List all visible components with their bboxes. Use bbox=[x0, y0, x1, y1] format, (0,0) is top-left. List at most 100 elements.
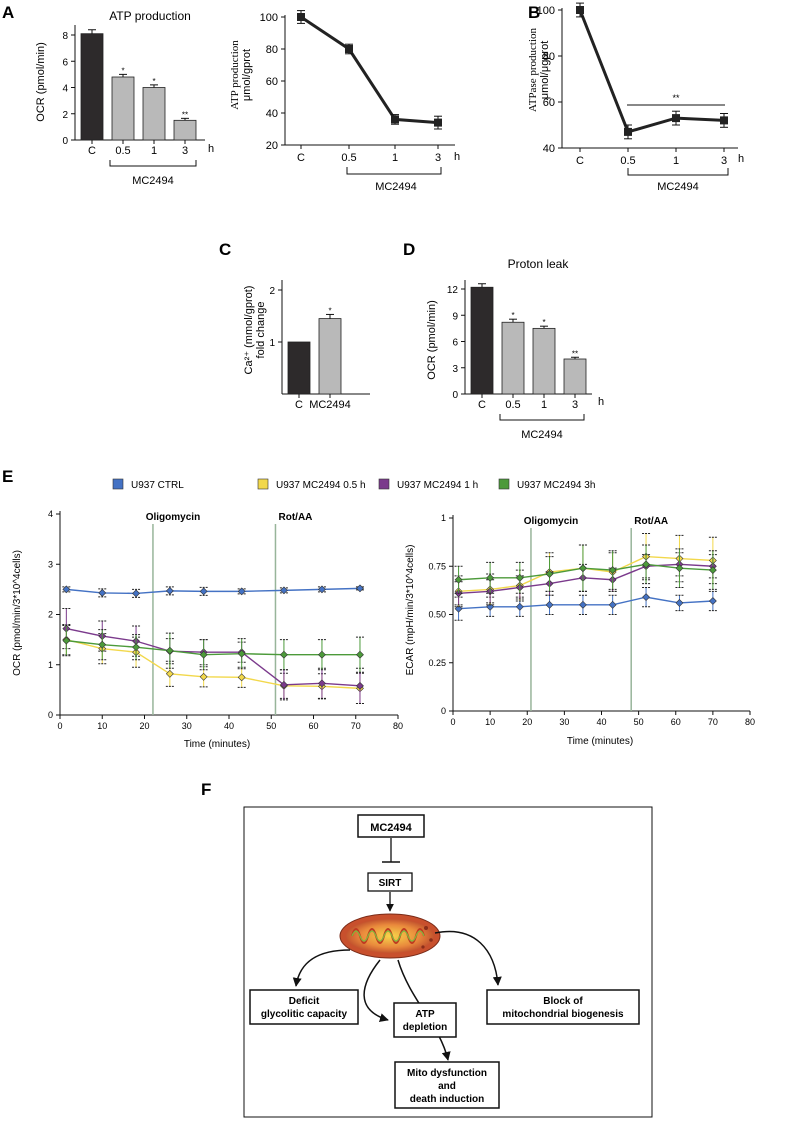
y-axis-label-line2: fold change bbox=[255, 302, 267, 359]
data-point bbox=[515, 602, 524, 611]
x-tick-label: C bbox=[478, 399, 486, 411]
data-point bbox=[608, 566, 617, 575]
y-tick-label: 0 bbox=[452, 390, 458, 401]
panel-letter-a: A bbox=[2, 3, 14, 22]
legend-swatch-ctrl bbox=[112, 478, 124, 490]
series-line bbox=[66, 638, 361, 690]
x-tick-label: 40 bbox=[596, 717, 606, 727]
data-point bbox=[454, 575, 463, 584]
y-tick-label: 6 bbox=[62, 57, 68, 68]
x-tick-label: 70 bbox=[708, 717, 718, 727]
x-tick-label: 3 bbox=[182, 145, 188, 157]
significance-mark: * bbox=[328, 306, 331, 315]
x-tick-label: 60 bbox=[671, 717, 681, 727]
bar bbox=[111, 76, 135, 141]
outcome-box-biogenesis bbox=[486, 989, 640, 1025]
y-tick-label: 0 bbox=[62, 136, 68, 147]
data-point bbox=[515, 573, 524, 582]
x-tick-label: C bbox=[576, 155, 584, 167]
bar bbox=[501, 321, 525, 395]
data-point bbox=[318, 585, 326, 594]
outcome-bio-line1: Block of bbox=[543, 996, 583, 1007]
x-tick-label: 0 bbox=[57, 721, 62, 731]
panel-letter-e: E bbox=[2, 467, 13, 486]
chart-ocr-timecourse: OCR (pmol/min/3*10^4cells) Time (minutes… bbox=[12, 509, 403, 750]
x-tick-label: 3 bbox=[435, 152, 441, 164]
arrow-to-glycolytic bbox=[292, 949, 351, 987]
chart-atp-umol: ATP production μmol/gprot 20 40 60 80 100 C 0… bbox=[229, 10, 460, 193]
chart-calcium: Ca²⁺ (mmol/gprot) fold change 1 2 C * MC249… bbox=[243, 280, 370, 411]
y-tick-label: 0 bbox=[441, 706, 446, 716]
legend-label-3h: U937 MC2494 3h bbox=[517, 480, 595, 491]
outcome-mito-line1: Mito dysfunction bbox=[407, 1068, 487, 1079]
data-point bbox=[199, 650, 208, 659]
y-tick-label: 9 bbox=[452, 311, 458, 322]
data-point bbox=[297, 13, 305, 21]
y-axis-label: OCR (pmol/min) bbox=[35, 42, 47, 121]
bar bbox=[318, 318, 342, 395]
mitochondrion-icon bbox=[339, 913, 441, 959]
y-tick-label: 80 bbox=[543, 51, 555, 63]
data-point bbox=[98, 588, 107, 597]
significance-mark: * bbox=[152, 77, 155, 86]
data-point bbox=[345, 45, 353, 53]
x-tick-label: 80 bbox=[745, 717, 755, 727]
y-tick-label: 0.75 bbox=[428, 561, 446, 571]
data-point bbox=[199, 672, 208, 681]
drug-label: MC2494 bbox=[370, 822, 412, 834]
panel-letter-f: F bbox=[201, 780, 211, 799]
data-point bbox=[62, 636, 71, 645]
x-tick-label: 30 bbox=[182, 721, 192, 731]
outcome-bio-line2: mitochondrial biogenesis bbox=[502, 1009, 624, 1020]
chart-title: Proton leak bbox=[508, 257, 570, 271]
y-axis-label-line1: ATP production bbox=[229, 40, 241, 110]
drug-box bbox=[357, 814, 425, 838]
y-axis-label: OCR (pmol/min/3*10^4cells) bbox=[12, 550, 23, 676]
series-line bbox=[458, 555, 713, 593]
data-point bbox=[579, 564, 587, 573]
data-point bbox=[720, 116, 728, 125]
data-line bbox=[300, 15, 439, 125]
x-axis-label: Time (minutes) bbox=[184, 739, 250, 750]
data-point bbox=[280, 650, 288, 659]
outcome-glyco-line1: Deficit bbox=[289, 996, 320, 1007]
injection-label: Rot/AA bbox=[279, 512, 313, 523]
outcome-mito-line2: and bbox=[438, 1081, 456, 1092]
y-axis-label-line2: μmol/gprot bbox=[241, 49, 253, 101]
legend-swatch-05h bbox=[257, 478, 269, 490]
x-tick-label: 80 bbox=[393, 721, 403, 731]
chart-ecar-timecourse: ECAR (mpH/min/3*10^4cells) Time (minutes… bbox=[405, 513, 755, 747]
bar bbox=[287, 341, 311, 395]
data-point bbox=[356, 584, 364, 593]
panel-f-diagram: MC2494 SIRT Deficit glycolitic capacity … bbox=[243, 806, 653, 1118]
outcome-box-atp bbox=[393, 1002, 457, 1038]
data-point bbox=[318, 679, 326, 688]
data-point bbox=[454, 604, 463, 613]
group-bracket bbox=[109, 160, 197, 167]
x-tick-label: 3 bbox=[572, 399, 578, 411]
y-axis-label: OCR (pmol/min) bbox=[426, 300, 438, 379]
significance-mark: * bbox=[511, 311, 514, 320]
panel-letter-d: D bbox=[403, 240, 415, 259]
hours-unit: h bbox=[454, 151, 460, 163]
target-box bbox=[367, 872, 413, 892]
group-bracket bbox=[346, 167, 442, 175]
bar bbox=[173, 119, 197, 141]
chart-title: ATP production bbox=[109, 9, 191, 23]
data-point bbox=[675, 564, 684, 573]
data-point bbox=[237, 587, 246, 596]
y-tick-label: 100 bbox=[260, 12, 278, 24]
y-tick-label: 3 bbox=[48, 559, 53, 569]
outcome-mito-line3: death induction bbox=[410, 1094, 484, 1105]
data-point bbox=[672, 114, 680, 123]
y-tick-label: 2 bbox=[48, 610, 53, 620]
x-tick-label: 1 bbox=[392, 152, 398, 164]
data-point bbox=[545, 600, 554, 609]
data-point bbox=[642, 593, 650, 602]
data-point bbox=[62, 585, 71, 594]
data-point bbox=[356, 650, 364, 659]
data-line bbox=[578, 9, 725, 134]
arrow-to-biogenesis bbox=[434, 930, 502, 986]
data-point bbox=[391, 115, 399, 124]
y-tick-label: 100 bbox=[537, 5, 555, 17]
